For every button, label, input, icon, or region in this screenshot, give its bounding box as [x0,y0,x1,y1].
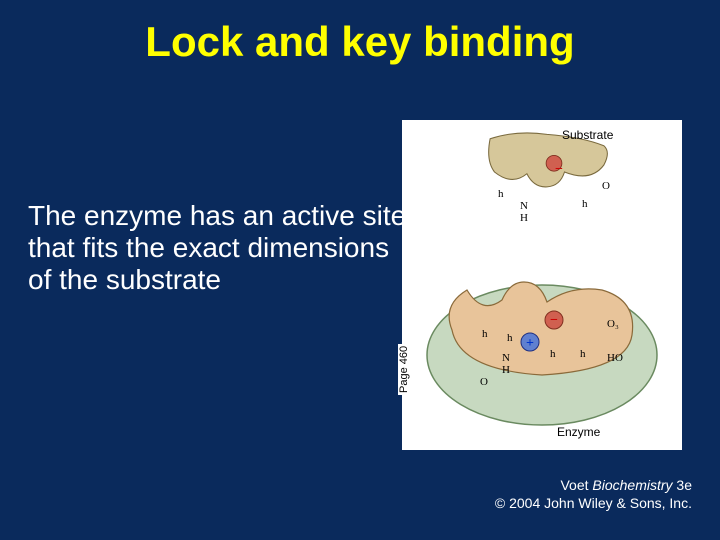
atom-enz-Hcap: H [502,364,510,376]
atom-sub-Hcap: H [520,212,528,224]
atom-enz-h3: h [550,348,556,360]
citation-post: 3e [673,477,692,493]
atom-enz-N: N [502,352,510,364]
atom-sub-h-right: h [582,198,588,210]
atom-sub-O: O [602,180,610,192]
slide-title: Lock and key binding [0,0,720,66]
atom-enz-h4: h [580,348,586,360]
page-reference: Page 460 [398,344,410,395]
substrate-label: Substrate [562,128,613,142]
citation-line1: Voet Biochemistry 3e [495,477,692,495]
enzyme-plus: + [526,336,534,352]
citation-pre: Voet [560,477,592,493]
atom-enz-O3: O₃ [607,318,619,330]
citation: Voet Biochemistry 3e © 2004 John Wiley &… [495,477,692,512]
enzyme-label: Enzyme [557,425,600,439]
lock-key-diagram: Substrate h N H − O h Enzyme h h − + N H… [402,120,682,450]
citation-line2: © 2004 John Wiley & Sons, Inc. [495,495,692,513]
enzyme-shape [422,260,662,430]
body-text: The enzyme has an active site that fits … [28,200,408,297]
atom-enz-h2: h [507,332,513,344]
atom-enz-h1: h [482,328,488,340]
atom-sub-N: N [520,200,528,212]
atom-sub-h-left: h [498,188,504,200]
atom-enz-HO: HO [607,352,623,364]
citation-title: Biochemistry [592,477,672,493]
enzyme-minus: − [550,313,558,329]
substrate-minus: − [555,162,563,178]
atom-enz-O: O [480,376,488,388]
